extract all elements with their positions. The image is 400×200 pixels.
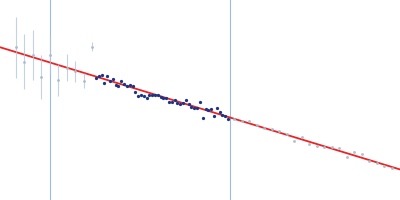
Point <box>169 100 175 103</box>
Point <box>336 146 342 149</box>
Point <box>143 97 150 100</box>
Point <box>200 116 206 120</box>
Point <box>124 84 130 87</box>
Point <box>246 120 252 123</box>
Point <box>64 66 70 69</box>
Point <box>344 155 350 159</box>
Point <box>157 96 164 99</box>
Point <box>149 94 155 97</box>
Point <box>152 93 158 96</box>
Point <box>366 160 373 163</box>
Point <box>110 77 116 80</box>
Point <box>21 60 28 63</box>
Point <box>163 96 170 99</box>
Point <box>138 93 144 97</box>
Point <box>268 127 275 130</box>
Point <box>225 117 231 120</box>
Point <box>183 99 189 102</box>
Point <box>208 108 214 111</box>
Point <box>96 75 102 78</box>
Point <box>177 102 184 105</box>
Point <box>188 105 195 108</box>
Point <box>306 143 312 146</box>
Point <box>93 77 99 80</box>
Point <box>146 93 152 96</box>
Point <box>231 117 237 120</box>
Point <box>140 95 147 98</box>
Point <box>38 75 44 78</box>
Point <box>253 123 260 126</box>
Point <box>107 80 113 83</box>
Point <box>359 153 365 156</box>
Point <box>89 45 95 48</box>
Point <box>351 151 358 154</box>
Point <box>129 85 136 88</box>
Point <box>132 90 138 93</box>
Point <box>284 133 290 136</box>
Point <box>321 145 328 148</box>
Point <box>135 94 141 97</box>
Point <box>174 102 181 105</box>
Point <box>55 79 62 82</box>
Point <box>219 114 226 117</box>
Point <box>30 53 36 56</box>
Point <box>381 164 388 168</box>
Point <box>291 139 297 142</box>
Point <box>374 161 380 164</box>
Point <box>46 53 53 57</box>
Point <box>211 114 217 117</box>
Point <box>104 75 110 78</box>
Point <box>186 102 192 106</box>
Point <box>298 136 305 139</box>
Point <box>329 146 335 149</box>
Point <box>214 106 220 109</box>
Point <box>276 130 282 133</box>
Point <box>238 120 245 123</box>
Point <box>118 79 124 83</box>
Point <box>98 74 105 77</box>
Point <box>101 81 108 84</box>
Point <box>261 127 267 130</box>
Point <box>202 107 209 110</box>
Point <box>13 46 19 49</box>
Point <box>160 96 167 99</box>
Point <box>191 107 198 110</box>
Point <box>180 102 186 105</box>
Point <box>205 109 212 112</box>
Point <box>115 85 122 88</box>
Point <box>314 145 320 148</box>
Point <box>121 82 127 85</box>
Point <box>166 100 172 103</box>
Point <box>216 110 223 113</box>
Point <box>197 100 203 104</box>
Point <box>72 70 78 73</box>
Point <box>389 167 395 170</box>
Point <box>172 99 178 102</box>
Point <box>126 83 133 87</box>
Point <box>112 84 119 87</box>
Point <box>194 106 200 109</box>
Point <box>80 79 87 82</box>
Point <box>154 93 161 96</box>
Point <box>222 114 228 117</box>
